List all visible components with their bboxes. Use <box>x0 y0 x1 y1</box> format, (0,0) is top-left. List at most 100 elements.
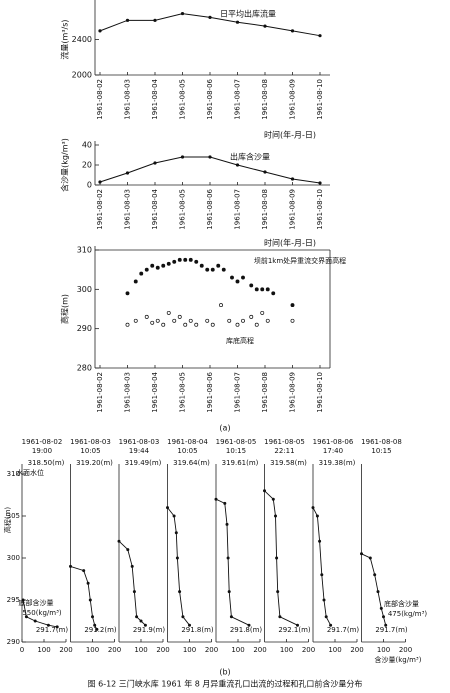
point <box>166 506 169 510</box>
point <box>322 598 326 602</box>
point <box>276 590 280 594</box>
point <box>161 322 166 327</box>
water-level: 319.64(m) <box>173 459 210 467</box>
point <box>180 155 185 159</box>
x-tick-label: 1961-08-08 <box>261 189 269 230</box>
point <box>318 34 322 38</box>
point <box>155 265 160 270</box>
panel-label: (b) <box>219 668 230 677</box>
point <box>188 257 193 262</box>
point <box>175 556 179 560</box>
point <box>46 623 50 627</box>
point <box>183 322 188 327</box>
point <box>181 615 185 619</box>
point <box>174 531 178 535</box>
point <box>139 271 144 276</box>
x-tick-label: 1961-08-09 <box>289 79 297 120</box>
point <box>199 263 204 268</box>
bottom-level: 292.1(m) <box>278 626 311 634</box>
bottom-level: 291.7(m) <box>375 626 408 634</box>
water-level: 319.38(m) <box>319 459 356 467</box>
point <box>133 279 138 284</box>
point <box>254 322 259 327</box>
y-tick-label: 295 <box>7 596 20 604</box>
y-axis-label: 高程(m) <box>3 507 12 534</box>
point <box>318 539 322 543</box>
point <box>271 291 276 296</box>
chart-title: 出库含沙量 <box>230 152 270 162</box>
point <box>166 310 171 315</box>
note-value: 550(kg/m³) <box>22 609 62 617</box>
x-tick-label: 100 <box>134 646 147 654</box>
x-tick-label: 1961-08-07 <box>234 189 242 230</box>
y-tick-label: 2000 <box>72 71 92 80</box>
x-tick-label: 0 <box>20 646 24 654</box>
point <box>161 263 166 268</box>
point <box>210 267 215 272</box>
y-axis-label: 高程(m) <box>60 294 70 324</box>
point <box>296 623 299 627</box>
panel-time: 10:05 <box>80 447 100 455</box>
point <box>155 318 160 323</box>
y-axis-label: 含沙量(kg/m³) <box>60 138 70 192</box>
point <box>320 573 324 577</box>
x-tick-label: 1961-08-03 <box>124 189 132 230</box>
x-tick-label: 1961-08-09 <box>289 372 297 413</box>
point <box>275 556 279 560</box>
point <box>125 291 130 296</box>
x-tick-label: 1961-08-05 <box>179 79 187 120</box>
point <box>153 161 157 165</box>
point <box>311 506 315 510</box>
point <box>88 598 92 602</box>
x-tick-label: 1961-08-06 <box>206 78 214 119</box>
point <box>274 514 277 518</box>
point <box>194 259 199 264</box>
point <box>241 275 245 280</box>
x-tick-label: 200 <box>59 646 72 654</box>
y-axis-label: 流量(m³/s) <box>60 19 70 59</box>
profile <box>264 490 298 626</box>
x-axis-label: 时间(年-月-日) <box>264 238 316 248</box>
water-level: 318.50(m) <box>28 459 65 467</box>
point <box>126 548 130 552</box>
x-tick-label: 200 <box>399 646 412 654</box>
point <box>235 20 240 24</box>
water-level: 319.20(m) <box>76 459 113 467</box>
point <box>229 615 233 619</box>
x-tick-label: 100 <box>86 646 99 654</box>
point <box>219 303 223 308</box>
point <box>324 615 328 619</box>
panel-date: 1961-08-03 <box>70 438 111 446</box>
y-tick-label: 310 <box>7 470 20 478</box>
point <box>188 318 193 323</box>
point <box>290 318 295 323</box>
x-tick-label: 100 <box>183 646 196 654</box>
y-tick-label: 290 <box>77 324 92 333</box>
x-tick-label: 200 <box>108 646 121 654</box>
x-axis-label: 含沙量(kg/m³) <box>375 655 422 664</box>
x-tick-label: 1961-08-10 <box>316 79 324 120</box>
point <box>223 501 227 505</box>
line <box>99 156 321 184</box>
x-tick-label: 1961-08-02 <box>96 189 104 230</box>
point <box>133 318 138 323</box>
bottom-level: 291.8(m) <box>230 626 263 634</box>
point <box>205 318 210 323</box>
point <box>144 267 149 272</box>
x-tick-label: 1961-08-02 <box>96 79 104 120</box>
point <box>125 171 130 175</box>
point <box>382 615 385 619</box>
x-tick-label: 1961-08-07 <box>234 372 242 413</box>
x-tick-label: 200 <box>205 646 218 654</box>
panel-time: 17:40 <box>323 447 343 455</box>
point <box>214 497 218 501</box>
x-tick-label: 1961-08-02 <box>96 372 104 413</box>
x-tick-label: 1961-08-08 <box>261 372 269 413</box>
point <box>205 267 210 272</box>
point <box>135 615 139 619</box>
x-tick-label: 200 <box>350 646 363 654</box>
point <box>177 257 182 262</box>
y-tick-label: 2400 <box>72 35 92 44</box>
point <box>379 606 383 610</box>
